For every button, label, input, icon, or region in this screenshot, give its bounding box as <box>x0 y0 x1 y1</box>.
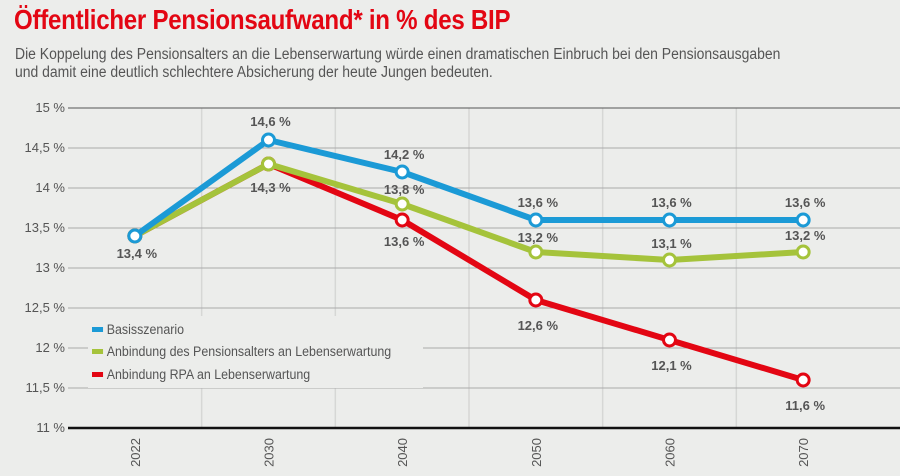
data-label: 11,6 % <box>785 398 825 413</box>
data-label: 13,6 % <box>785 195 826 210</box>
x-tick-label: 2030 <box>262 438 277 467</box>
data-point <box>528 212 544 228</box>
data-label: 14,2 % <box>384 147 425 162</box>
legend-swatch <box>92 371 104 377</box>
data-label: 14,6 % <box>250 114 291 129</box>
data-point <box>528 244 544 260</box>
subtitle-line-2: und damit eine deutlich schlechtere Absi… <box>15 64 493 81</box>
x-tick-label: 2040 <box>395 438 410 467</box>
x-tick-label: 2050 <box>529 438 544 467</box>
legend-label: Anbindung des Pensionsalters an Lebenser… <box>106 344 392 360</box>
legend-swatch <box>92 326 104 332</box>
data-point <box>394 196 410 212</box>
legend: Basisszenario Anbindung des Pensionsalte… <box>88 316 424 388</box>
subtitle-line-1: Die Koppelung des Pensionsalters an die … <box>15 46 781 63</box>
series-line <box>133 137 804 239</box>
x-tick-label: 2070 <box>796 438 811 467</box>
y-tick-label: 12 % <box>35 340 65 355</box>
legend-item-basis: Basisszenario <box>92 318 391 341</box>
y-tick-label: 11,5 % <box>25 380 65 395</box>
data-point <box>261 132 276 148</box>
x-tick-label: 2022 <box>128 438 143 467</box>
chart-subtitle: Die Koppelung des Pensionsalters an die … <box>15 46 807 82</box>
data-point <box>795 244 811 260</box>
y-tick-label: 12,5 % <box>25 300 66 315</box>
data-label: 13,1 % <box>651 236 692 251</box>
legend-label: Basisszenario <box>106 321 185 337</box>
legend-item-pensionsalter: Anbindung des Pensionsalters an Lebenser… <box>92 341 391 364</box>
data-label: 14,3 % <box>250 180 291 195</box>
data-label: 13,4 % <box>117 246 158 261</box>
y-tick-label: 13 % <box>35 260 65 275</box>
data-label: 13,6 % <box>384 234 425 249</box>
x-tick-label: 2060 <box>663 438 678 467</box>
data-label: 13,8 % <box>384 182 425 197</box>
data-point <box>127 228 143 244</box>
data-label: 13,2 % <box>518 230 559 245</box>
legend-label: Anbindung RPA an Lebenserwartung <box>106 366 311 382</box>
data-point <box>795 372 811 388</box>
data-point <box>528 292 544 308</box>
data-label: 13,6 % <box>651 195 692 210</box>
data-label: 13,6 % <box>518 195 559 210</box>
data-point <box>261 156 276 172</box>
y-tick-label: 11 % <box>36 420 65 435</box>
y-tick-label: 14,5 % <box>25 140 66 155</box>
y-tick-label: 14 % <box>35 180 65 195</box>
legend-swatch <box>92 349 104 355</box>
chart-title: Öffentlicher Pensionsaufwand* in % des B… <box>14 4 511 35</box>
y-tick-label: 13,5 % <box>25 220 66 235</box>
data-point <box>662 332 677 348</box>
data-label: 13,2 % <box>785 228 826 243</box>
data-label: 12,6 % <box>518 318 559 333</box>
data-point <box>394 212 410 228</box>
legend-item-rpa: Anbindung RPA an Lebenserwartung <box>92 363 391 386</box>
y-tick-label: 15 % <box>35 100 65 115</box>
data-point <box>662 252 677 268</box>
data-point <box>394 164 410 180</box>
data-point <box>795 212 811 228</box>
data-label: 12,1 % <box>651 358 692 373</box>
data-point <box>662 212 677 228</box>
series-line <box>133 161 804 263</box>
